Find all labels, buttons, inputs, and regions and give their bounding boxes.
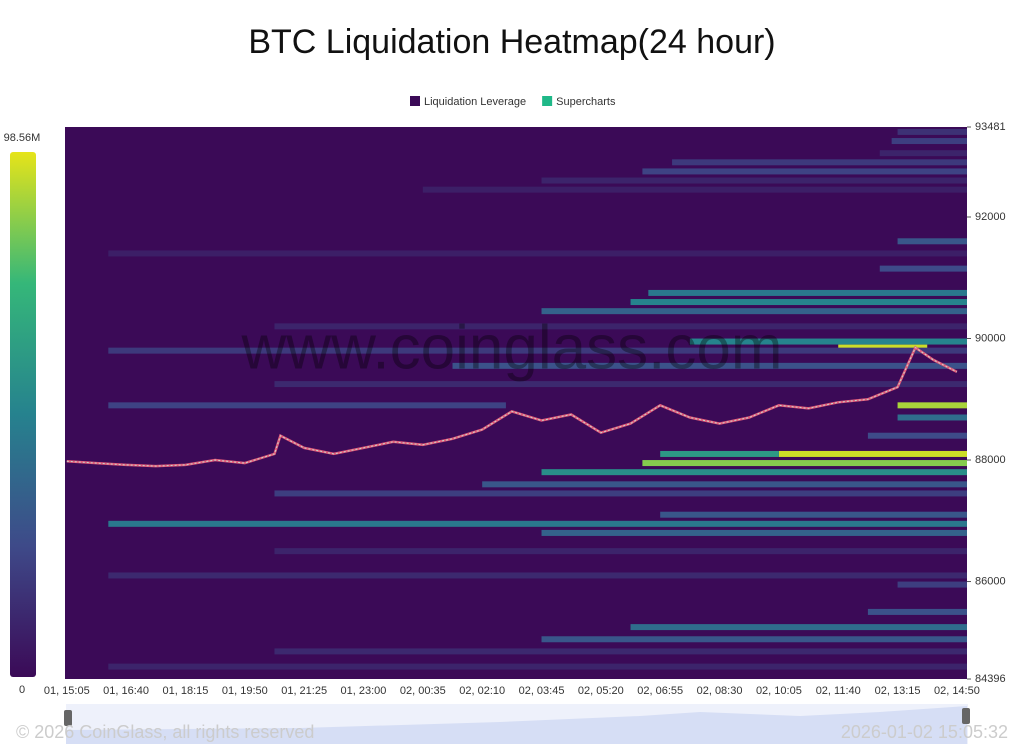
heat-band — [274, 648, 967, 655]
y-tick-label: 88000 — [975, 454, 1006, 466]
heat-band — [897, 238, 967, 245]
x-tick-label: 02, 11:40 — [816, 685, 861, 697]
x-tick-label: 02, 02:10 — [459, 685, 505, 697]
heat-band — [108, 402, 506, 409]
heat-band — [838, 344, 928, 351]
x-tick-label: 02, 10:05 — [756, 685, 802, 697]
x-tick-label: 02, 14:50 — [934, 685, 980, 697]
x-tick-label: 01, 18:15 — [163, 685, 209, 697]
heat-band — [541, 529, 967, 536]
heat-band — [897, 414, 967, 421]
footer-copyright: © 2026 CoinGlass, all rights reserved — [16, 722, 314, 742]
heat-band — [541, 308, 967, 315]
x-tick-label: 01, 15:05 — [44, 685, 90, 697]
x-tick-label: 02, 03:45 — [519, 685, 565, 697]
heat-band — [108, 520, 967, 527]
heat-band — [660, 450, 779, 457]
legend-swatch[interactable] — [410, 96, 420, 106]
heat-band — [274, 548, 967, 555]
colorbar-max-label: 98.56M — [4, 132, 41, 144]
heat-band — [482, 481, 967, 488]
chart-title: BTC Liquidation Heatmap(24 hour) — [248, 23, 775, 61]
heat-band — [897, 402, 967, 409]
heat-band — [642, 460, 967, 467]
colorbar-min-label: 0 — [19, 684, 25, 696]
price-line-highlight — [66, 346, 958, 467]
heat-band — [274, 490, 967, 497]
y-tick-label: 86000 — [975, 575, 1006, 587]
x-tick-label: 02, 13:15 — [875, 685, 921, 697]
heat-band — [108, 250, 967, 257]
heat-band — [630, 624, 967, 631]
heat-band — [879, 265, 967, 272]
heat-band — [867, 608, 967, 615]
x-tick-label: 01, 19:50 — [222, 685, 268, 697]
heat-band — [541, 177, 967, 184]
heat-band — [630, 299, 967, 306]
heat-band — [897, 581, 967, 588]
heat-band — [672, 159, 967, 166]
heat-band — [274, 323, 967, 330]
heat-band — [660, 511, 967, 518]
heat-band — [778, 450, 967, 457]
navigator-handle[interactable] — [64, 710, 72, 726]
x-tick-label: 01, 21:25 — [281, 685, 327, 697]
heat-band — [274, 381, 967, 388]
x-tick-label: 02, 05:20 — [578, 685, 624, 697]
heat-band — [879, 150, 967, 157]
heat-band — [689, 338, 967, 345]
y-tick-label: 90000 — [975, 332, 1006, 344]
heat-band — [108, 572, 967, 579]
heat-band — [897, 128, 967, 135]
heat-band — [867, 432, 967, 439]
legend-label[interactable]: Supercharts — [556, 96, 616, 108]
navigator-area — [66, 706, 967, 744]
x-tick-label: 02, 00:35 — [400, 685, 446, 697]
heat-band — [108, 347, 967, 354]
footer-timestamp: 2026-01-02 15:05:32 — [841, 722, 1008, 742]
watermark: www.coinglass.com — [241, 313, 783, 382]
heat-band — [108, 663, 967, 670]
heat-band — [541, 636, 967, 643]
legend-swatch[interactable] — [542, 96, 553, 106]
heat-band — [541, 469, 967, 476]
colorbar — [10, 152, 36, 677]
heat-band — [642, 168, 967, 175]
y-tick-label: 84396 — [975, 673, 1006, 685]
heat-band — [452, 362, 968, 369]
heat-band — [422, 186, 967, 193]
x-tick-label: 01, 23:00 — [341, 685, 387, 697]
x-tick-label: 02, 06:55 — [637, 685, 683, 697]
legend-label[interactable]: Liquidation Leverage — [424, 96, 526, 108]
heat-band — [648, 289, 967, 296]
y-tick-label: 93481 — [975, 121, 1006, 133]
y-tick-label: 92000 — [975, 211, 1006, 223]
navigator-handle[interactable] — [962, 708, 970, 724]
x-tick-label: 01, 16:40 — [103, 685, 149, 697]
x-tick-label: 02, 08:30 — [697, 685, 743, 697]
heat-band — [891, 138, 967, 145]
